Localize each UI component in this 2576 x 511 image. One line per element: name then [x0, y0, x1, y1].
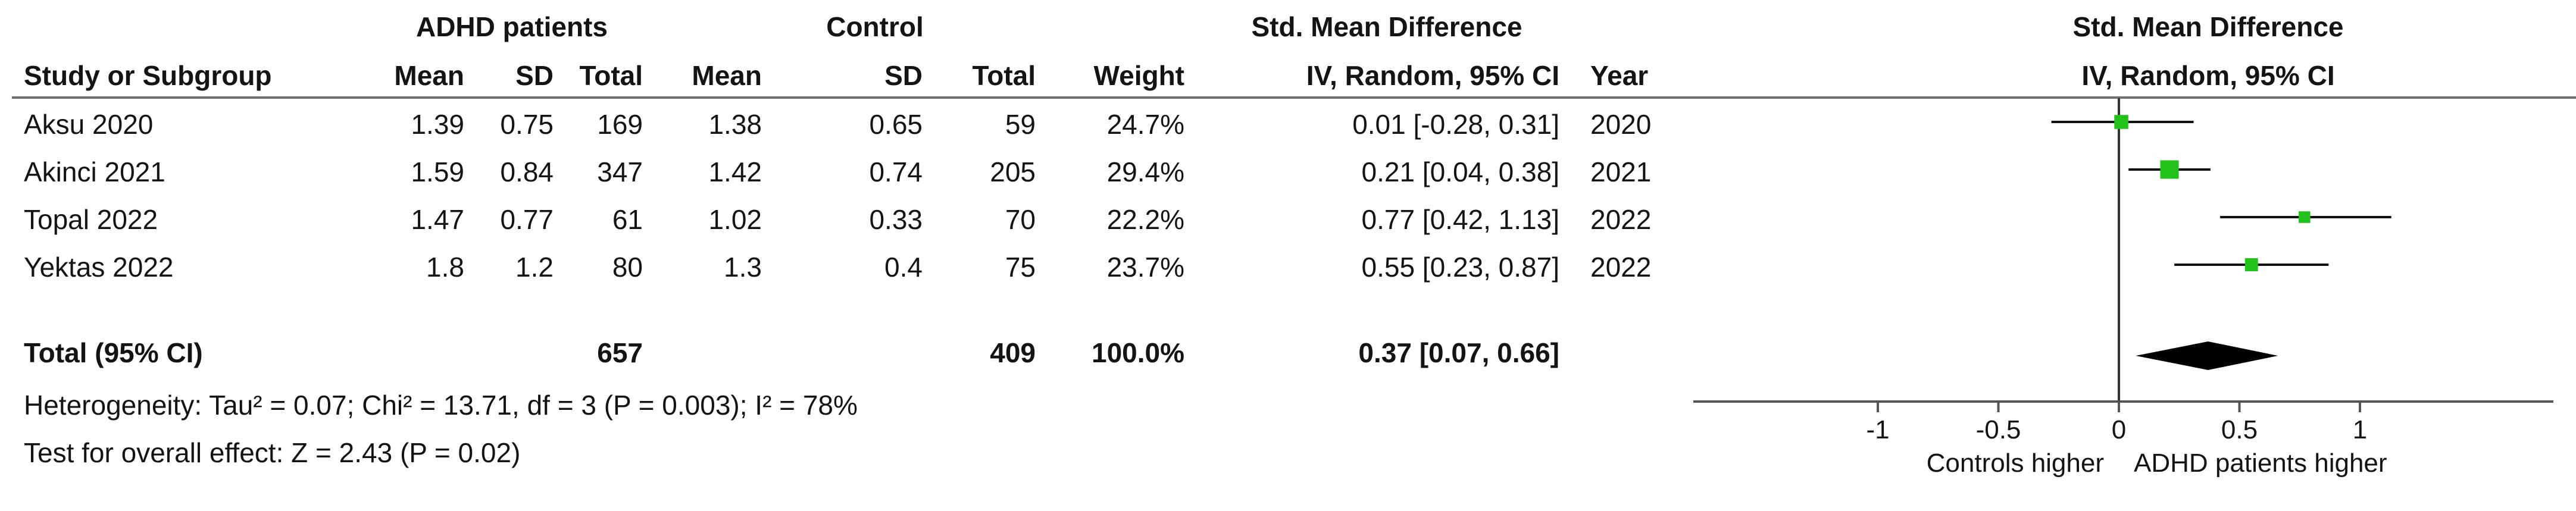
header-divider	[12, 96, 2576, 99]
study-marker	[2114, 115, 2128, 129]
column-header-ctrl-total: Total	[972, 60, 1036, 91]
effect-ci: 0.21 [0.04, 0.38]	[1361, 156, 1560, 187]
ctrl-mean: 1.42	[708, 156, 762, 187]
weight: 23.7%	[1106, 252, 1184, 283]
effect-ci: 0.55 [0.23, 0.87]	[1361, 252, 1560, 283]
adhd-total: 347	[597, 156, 643, 187]
column-header-adhd-sd: SD	[515, 60, 554, 91]
year: 2022	[1590, 252, 1652, 283]
year: 2020	[1590, 109, 1652, 140]
adhd-total: 80	[612, 252, 643, 283]
adhd-mean: 1.59	[411, 156, 464, 187]
x-tick-label: 1	[2353, 415, 2367, 444]
plot-header-line1: Std. Mean Difference	[2072, 11, 2344, 42]
column-header-adhd-mean: Mean	[394, 60, 464, 91]
header-group-adhd: ADHD patients	[415, 11, 608, 42]
study-name: Yektas 2022	[24, 252, 174, 283]
adhd-mean: 1.39	[411, 109, 464, 140]
adhd-sd: 0.75	[500, 109, 554, 140]
effect-ci: 0.01 [-0.28, 0.31]	[1352, 109, 1559, 140]
adhd-sd: 0.84	[500, 156, 554, 187]
weight: 24.7%	[1106, 109, 1184, 140]
ctrl-total: 59	[1005, 109, 1036, 140]
study-marker	[2160, 160, 2179, 179]
pooled-effect-ci: 0.37 [0.07, 0.66]	[1358, 337, 1559, 368]
ctrl-mean: 1.38	[708, 109, 762, 140]
ctrl-total: 70	[1005, 204, 1036, 235]
ctrl-total: 205	[990, 156, 1036, 187]
overall-effect-test: Test for overall effect: Z = 2.43 (P = 0…	[24, 437, 521, 468]
effect-ci: 0.77 [0.42, 1.13]	[1361, 204, 1560, 235]
x-tick-label: 0	[2112, 415, 2126, 444]
column-header-ci: IV, Random, 95% CI	[1306, 60, 1559, 91]
plot-header-line2: IV, Random, 95% CI	[2081, 60, 2335, 91]
total-weight: 100.0%	[1091, 337, 1184, 368]
x-tick-label: -0.5	[1976, 415, 2021, 444]
x-tick-label: 0.5	[2221, 415, 2258, 444]
column-header-ctrl-sd: SD	[884, 60, 923, 91]
header-group-smd: Std. Mean Difference	[1251, 11, 1523, 42]
adhd-mean: 1.8	[426, 252, 464, 283]
left-direction-label: Controls higher	[1927, 449, 2104, 478]
ctrl-mean: 1.3	[724, 252, 762, 283]
header-group-control: Control	[826, 11, 924, 42]
weight: 22.2%	[1106, 204, 1184, 235]
right-direction-label: ADHD patients higher	[2134, 449, 2387, 478]
column-header-year: Year	[1590, 60, 1649, 91]
study-marker	[2299, 211, 2311, 223]
adhd-total: 169	[597, 109, 643, 140]
x-tick-label: -1	[1866, 415, 1889, 444]
adhd-total-sum: 657	[597, 337, 643, 368]
total-label: Total (95% CI)	[24, 337, 203, 368]
study-name: Aksu 2020	[24, 109, 154, 140]
ctrl-total-sum: 409	[990, 337, 1036, 368]
year: 2022	[1590, 204, 1652, 235]
column-header-study: Study or Subgroup	[24, 60, 272, 91]
adhd-total: 61	[612, 204, 643, 235]
pooled-diamond	[2136, 341, 2278, 370]
adhd-sd: 0.77	[500, 204, 554, 235]
ctrl-sd: 0.65	[869, 109, 923, 140]
heterogeneity-stats: Heterogeneity: Tau² = 0.07; Chi² = 13.71…	[24, 390, 858, 421]
ctrl-total: 75	[1005, 252, 1036, 283]
column-header-ctrl-mean: Mean	[692, 60, 762, 91]
ctrl-sd: 0.4	[884, 252, 923, 283]
ctrl-sd: 0.74	[869, 156, 923, 187]
study-marker	[2244, 258, 2258, 271]
column-header-adhd-total: Total	[579, 60, 643, 91]
ctrl-mean: 1.02	[708, 204, 762, 235]
ctrl-sd: 0.33	[869, 204, 923, 235]
year: 2021	[1590, 156, 1652, 187]
adhd-mean: 1.47	[411, 204, 464, 235]
study-name: Topal 2022	[24, 204, 158, 235]
adhd-sd: 1.2	[515, 252, 554, 283]
column-header-weight: Weight	[1093, 60, 1184, 91]
study-name: Akinci 2021	[24, 156, 165, 187]
weight: 29.4%	[1106, 156, 1184, 187]
